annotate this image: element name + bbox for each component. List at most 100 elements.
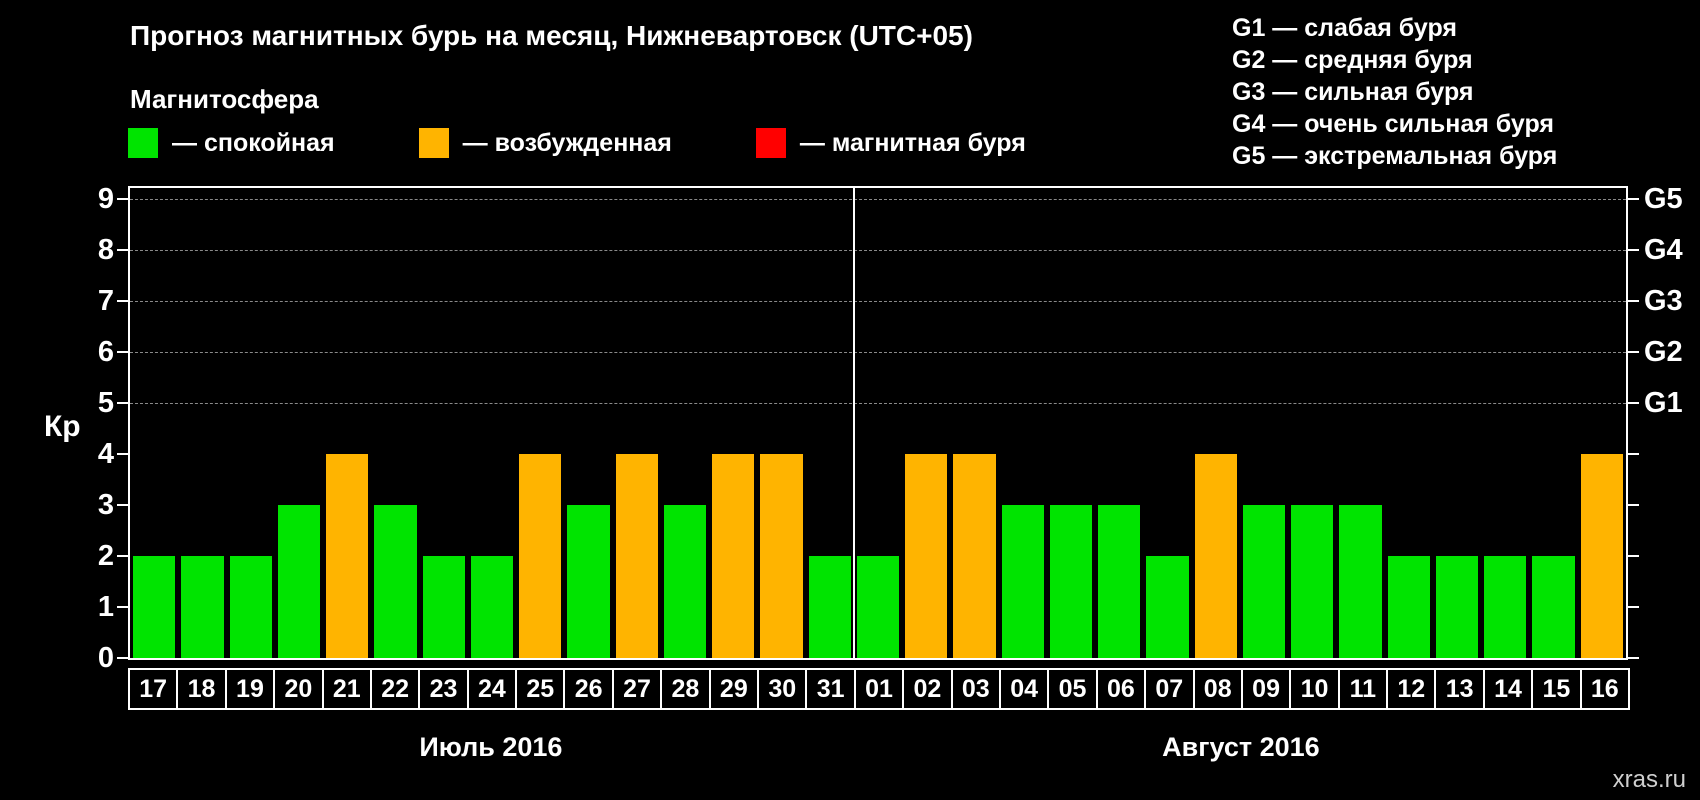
- y-tick-mark-right: [1628, 198, 1639, 200]
- page-title: Прогноз магнитных бурь на месяц, Нижнева…: [130, 20, 973, 51]
- kp-bar-day-15: [1532, 556, 1575, 658]
- kp-bar-day-05: [1049, 505, 1093, 658]
- kp-bar-day-14: [1484, 556, 1527, 658]
- date-cell-07: 07: [1144, 668, 1195, 710]
- y-tick-mark-left: [117, 300, 128, 302]
- date-cell-14: 14: [1482, 668, 1534, 710]
- date-cell-17: 17: [128, 668, 179, 710]
- date-cell-31: 31: [805, 668, 856, 710]
- y-tick-label-9: 9: [97, 183, 114, 215]
- legend-label: — возбужденная: [462, 128, 672, 157]
- g-legend-line-2: G2 — средняя буря: [1232, 46, 1473, 74]
- kp-bar-day-19: [229, 556, 272, 658]
- y-tick-label-3: 3: [97, 489, 114, 521]
- unsettled-color-swatch: [418, 128, 449, 158]
- kp-bar-day-08: [1194, 454, 1237, 658]
- g-legend-line-4: G4 — очень сильная буря: [1232, 110, 1554, 138]
- gridline-kp-6: [130, 352, 1626, 353]
- g-axis-label-G1: G1: [1644, 387, 1683, 419]
- date-cell-18: 18: [176, 668, 227, 710]
- date-cell-16: 16: [1579, 668, 1630, 710]
- y-tick-mark-right: [1628, 453, 1639, 455]
- date-cell-29: 29: [708, 668, 760, 710]
- y-tick-mark-right: [1628, 351, 1639, 353]
- kp-bar-day-09: [1242, 505, 1286, 658]
- date-cell-12: 12: [1386, 668, 1437, 710]
- quiet-color-swatch: [128, 128, 158, 158]
- g-axis-label-G3: G3: [1644, 285, 1683, 317]
- g-legend-line-3: G3 — сильная буря: [1232, 78, 1474, 106]
- y-tick-mark-left: [117, 198, 128, 200]
- kp-bar-day-03: [953, 454, 996, 658]
- y-tick-mark-left: [117, 606, 128, 608]
- y-tick-label-8: 8: [97, 234, 114, 266]
- date-cell-25: 25: [515, 668, 566, 710]
- y-axis-label: Кр: [44, 410, 81, 443]
- chart-plot-area: [128, 186, 1628, 660]
- kp-bar-day-17: [133, 556, 176, 658]
- y-tick-mark-right: [1628, 657, 1639, 659]
- date-cell-19: 19: [224, 668, 276, 710]
- date-cell-20: 20: [273, 668, 324, 710]
- y-tick-mark-left: [117, 555, 128, 557]
- kp-bar-day-10: [1291, 505, 1334, 658]
- y-tick-label-2: 2: [97, 540, 114, 572]
- date-cell-26: 26: [563, 668, 614, 710]
- month-label: Июль 2016: [419, 732, 563, 762]
- y-tick-mark-right: [1628, 402, 1639, 404]
- g-axis-label-G4: G4: [1644, 234, 1683, 266]
- y-tick-label-6: 6: [97, 336, 114, 368]
- kp-bar-day-11: [1339, 505, 1382, 658]
- magnetosphere-legend: — спокойная — возбужденная — магнитная бур…: [128, 128, 1026, 158]
- date-cell-30: 30: [757, 668, 808, 710]
- y-tick-mark-right: [1628, 249, 1639, 251]
- gridline-kp-5: [130, 403, 1626, 404]
- g-legend-line-1: G1 — слабая буря: [1232, 14, 1458, 42]
- y-tick-label-7: 7: [97, 285, 114, 317]
- kp-bar-day-12: [1387, 556, 1430, 658]
- date-cell-05: 05: [1047, 668, 1098, 710]
- kp-bar-day-28: [663, 505, 707, 658]
- kp-bar-day-02: [905, 454, 948, 658]
- y-tick-label-4: 4: [97, 438, 114, 470]
- kp-bar-day-27: [615, 454, 658, 658]
- date-cell-08: 08: [1192, 668, 1243, 710]
- y-tick-mark-left: [117, 402, 128, 404]
- date-cell-15: 15: [1531, 668, 1582, 710]
- kp-bar-day-21: [326, 454, 369, 658]
- y-tick-label-1: 1: [97, 591, 114, 623]
- y-tick-mark-right: [1628, 606, 1639, 608]
- date-cell-13: 13: [1434, 668, 1485, 710]
- kp-bar-day-31: [808, 556, 851, 658]
- kp-bar-day-24: [470, 556, 514, 658]
- date-cell-28: 28: [660, 668, 711, 710]
- date-cell-22: 22: [369, 668, 421, 710]
- g-axis-label-G2: G2: [1644, 336, 1683, 368]
- watermark: xras.ru: [1612, 766, 1686, 793]
- y-tick-mark-left: [117, 453, 128, 455]
- gridline-kp-9: [130, 199, 1626, 200]
- month-separator-line: [852, 188, 855, 658]
- kp-bar-day-04: [1001, 505, 1044, 658]
- gridline-kp-7: [130, 301, 1626, 302]
- kp-bar-day-25: [519, 454, 562, 658]
- kp-bar-day-29: [712, 454, 755, 658]
- kp-bar-day-18: [181, 556, 224, 658]
- kp-bar-day-16: [1580, 454, 1623, 658]
- date-cell-01: 01: [853, 668, 905, 710]
- date-cell-27: 27: [611, 668, 663, 710]
- kp-bar-day-20: [277, 505, 321, 658]
- y-tick-mark-left: [117, 351, 128, 353]
- date-cell-10: 10: [1289, 668, 1340, 710]
- storm-color-swatch: [755, 128, 786, 158]
- y-tick-mark-right: [1628, 504, 1639, 506]
- date-cell-02: 02: [902, 668, 953, 710]
- legend-item-storm: — магнитная буря: [755, 128, 1026, 158]
- kp-bar-day-26: [567, 505, 610, 658]
- legend-label: — спокойная: [172, 128, 335, 157]
- y-tick-label-5: 5: [97, 387, 114, 419]
- g-legend-line-5: G5 — экстремальная буря: [1232, 142, 1558, 170]
- kp-bar-day-07: [1146, 556, 1189, 658]
- gridline-kp-8: [130, 250, 1626, 251]
- y-tick-label-0: 0: [97, 642, 114, 674]
